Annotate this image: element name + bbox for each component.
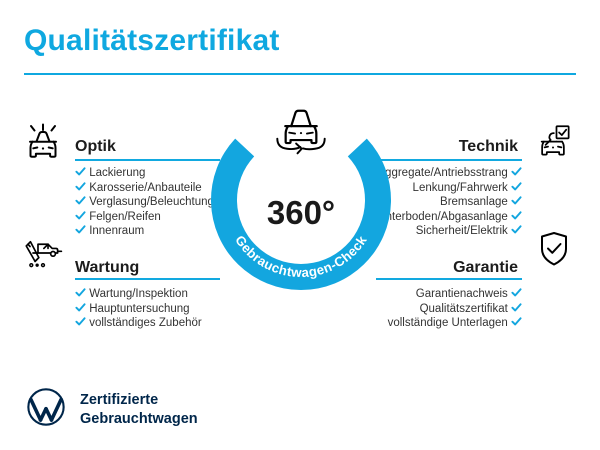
svg-text:360°: 360° bbox=[267, 194, 335, 231]
